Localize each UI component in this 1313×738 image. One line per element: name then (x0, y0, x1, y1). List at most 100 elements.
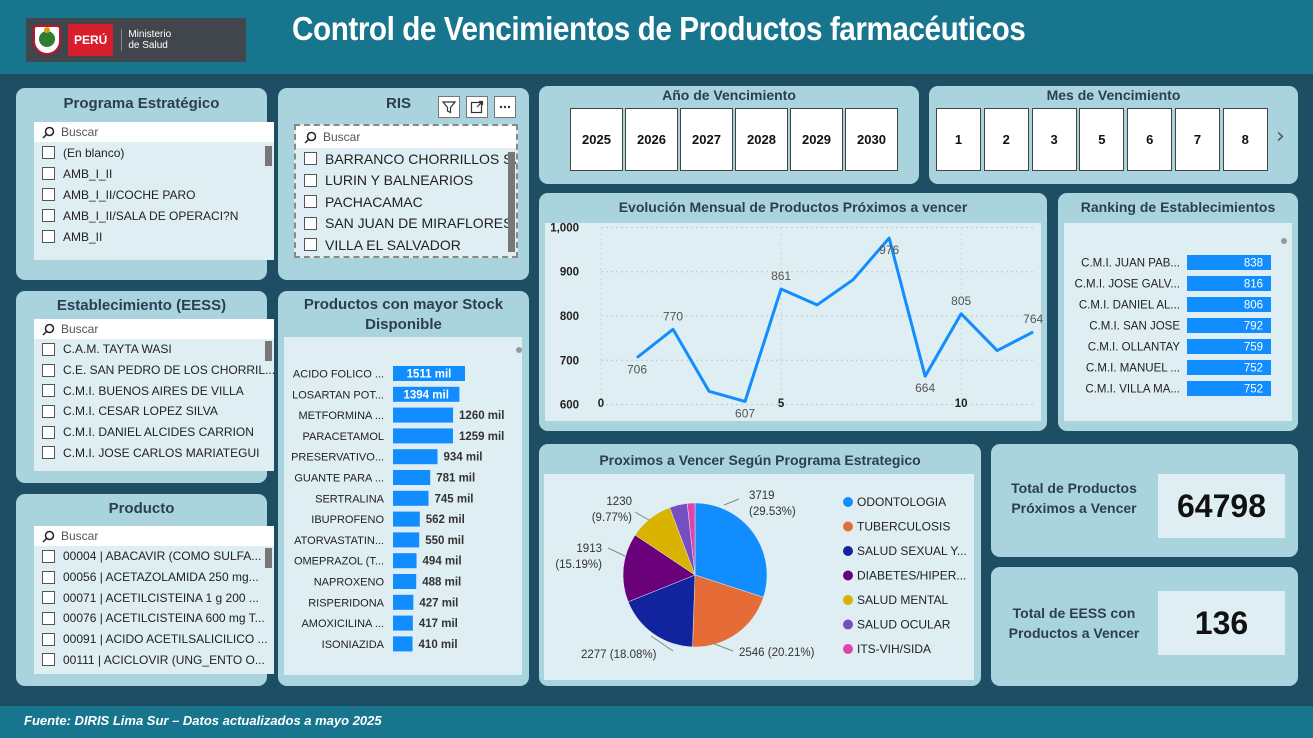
stock-bar[interactable] (393, 532, 420, 548)
legend-label[interactable]: SALUD OCULAR (857, 618, 951, 632)
scroll-indicator[interactable] (1281, 238, 1287, 244)
series-line[interactable] (636, 236, 1034, 403)
programa-option[interactable]: AMB_I_II/COCHE PARO (34, 184, 274, 205)
programa-option[interactable]: AMB_II (34, 226, 274, 247)
mes-tile[interactable]: 3 (1031, 108, 1077, 171)
checkbox[interactable] (42, 404, 55, 418)
ris-option[interactable]: SAN JUAN DE MIRAFLORES (296, 213, 516, 235)
ranking-bar[interactable] (1187, 255, 1271, 270)
producto-option[interactable]: 00056 | ACETAZOLAMIDA 250 mg... (34, 567, 274, 588)
pie-slice[interactable] (692, 574, 764, 648)
pie-slice[interactable] (686, 502, 696, 576)
stock-bar[interactable] (393, 386, 460, 402)
ranking-bar[interactable] (1187, 297, 1271, 312)
eess-option[interactable]: C.E. SAN PEDRO DE LOS CHORRIL... (34, 360, 274, 381)
focus-mode-icon[interactable] (466, 96, 488, 118)
stock-bar[interactable] (393, 366, 465, 381)
legend-label[interactable]: ITS-VIH/SIDA (857, 642, 931, 656)
eess-search-input[interactable]: Buscar (34, 319, 274, 339)
stock-bar[interactable] (393, 636, 413, 652)
producto-option[interactable]: 00111 | ACICLOVIR (UNG_ENTO O... (34, 649, 274, 670)
eess-option[interactable]: C.M.I. BUENOS AIRES DE VILLA (34, 380, 274, 401)
eess-option[interactable]: C.A.M. TAYTA WASI (34, 339, 274, 360)
legend-label[interactable]: SALUD SEXUAL Y... (857, 544, 967, 558)
checkbox[interactable] (42, 209, 55, 222)
next-page-chevron-icon[interactable]: › (1276, 124, 1285, 149)
ris-option[interactable]: BARRANCO CHORRILLOS SU.. (296, 148, 516, 170)
scrollbar[interactable] (265, 341, 272, 361)
ranking-bar[interactable] (1187, 318, 1271, 333)
pie-slice[interactable] (622, 534, 696, 603)
legend-label[interactable]: TUBERCULOSIS (857, 520, 950, 534)
checkbox[interactable] (42, 570, 55, 584)
legend-label[interactable]: DIABETES/HIPER... (857, 569, 966, 583)
programa-option[interactable]: AMB_I_II (34, 163, 274, 184)
more-options-icon[interactable] (494, 96, 516, 118)
mes-tile[interactable]: 1 (936, 108, 981, 171)
checkbox[interactable] (42, 230, 55, 243)
checkbox[interactable] (42, 632, 55, 646)
ranking-bar[interactable] (1187, 360, 1271, 375)
ranking-bar[interactable] (1187, 339, 1271, 354)
checkbox[interactable] (304, 195, 317, 209)
stock-bar[interactable] (393, 428, 453, 444)
stock-bar[interactable] (393, 615, 413, 631)
ranking-bar[interactable] (1187, 276, 1271, 291)
stock-bar[interactable] (393, 449, 438, 465)
ris-option[interactable]: VILLA EL SALVADOR (296, 234, 516, 256)
scrollbar[interactable] (265, 548, 272, 568)
stock-bar[interactable] (393, 490, 429, 506)
checkbox[interactable] (42, 591, 55, 605)
producto-option[interactable]: 00071 | ACETILCISTEINA 1 g 200 ... (34, 587, 274, 608)
stock-bar[interactable] (393, 553, 417, 569)
scroll-indicator[interactable] (516, 347, 522, 353)
eess-option[interactable]: C.M.I. JOSE CARLOS MARIATEGUI (34, 442, 274, 463)
programa-option[interactable]: (En blanco) (34, 142, 274, 163)
ris-option[interactable]: PACHACAMAC (296, 191, 516, 213)
checkbox[interactable] (42, 188, 55, 201)
producto-option[interactable]: 00091 | ACIDO ACETILSALICILICO ... (34, 629, 274, 650)
checkbox[interactable] (42, 549, 55, 563)
eess-option[interactable]: C.M.I. DANIEL ALCIDES CARRION (34, 422, 274, 443)
stock-bar[interactable] (393, 470, 431, 485)
mes-tile[interactable]: 2 (983, 108, 1029, 171)
checkbox[interactable] (304, 238, 317, 252)
checkbox[interactable] (304, 152, 317, 166)
anio-tile[interactable]: 2030 (845, 108, 898, 171)
checkbox[interactable] (42, 446, 55, 460)
mes-tile[interactable]: 7 (1175, 108, 1220, 171)
legend-label[interactable]: SALUD MENTAL (857, 593, 948, 607)
mes-tile[interactable]: 5 (1079, 108, 1125, 171)
checkbox[interactable] (42, 653, 55, 667)
checkbox[interactable] (304, 216, 317, 230)
checkbox[interactable] (42, 611, 55, 625)
ris-search-input[interactable]: Buscar (296, 126, 516, 148)
pie-slice[interactable] (627, 574, 696, 648)
checkbox[interactable] (42, 425, 55, 439)
programa-option[interactable]: AMB_I_II/SALA DE OPERACI?N (34, 205, 274, 226)
anio-tile[interactable]: 2028 (735, 108, 788, 171)
anio-tile[interactable]: 2026 (625, 108, 678, 171)
stock-bar[interactable] (393, 594, 414, 610)
mes-tile[interactable]: 8 (1222, 108, 1268, 171)
checkbox[interactable] (42, 363, 55, 377)
programa-search-input[interactable]: Buscar (34, 122, 274, 142)
stock-bar[interactable] (393, 574, 417, 589)
pie-slice[interactable] (694, 502, 768, 598)
checkbox[interactable] (42, 342, 55, 356)
checkbox[interactable] (42, 146, 55, 159)
producto-option[interactable]: 00004 | ABACAVIR (COMO SULFA... (34, 546, 274, 567)
checkbox[interactable] (42, 167, 55, 180)
eess-option[interactable]: C.M.I. CESAR LOPEZ SILVA (34, 401, 274, 422)
checkbox[interactable] (42, 384, 55, 398)
anio-tile[interactable]: 2027 (680, 108, 733, 171)
scrollbar[interactable] (265, 146, 272, 166)
anio-tile[interactable]: 2025 (570, 108, 623, 171)
anio-tile[interactable]: 2029 (790, 108, 843, 171)
legend-label[interactable]: ODONTOLOGIA (857, 495, 946, 509)
filter-icon[interactable] (438, 96, 460, 118)
producto-search-input[interactable]: Buscar (34, 526, 274, 546)
stock-bar[interactable] (393, 511, 420, 527)
mes-tile[interactable]: 6 (1127, 108, 1173, 171)
stock-bar[interactable] (393, 407, 454, 423)
